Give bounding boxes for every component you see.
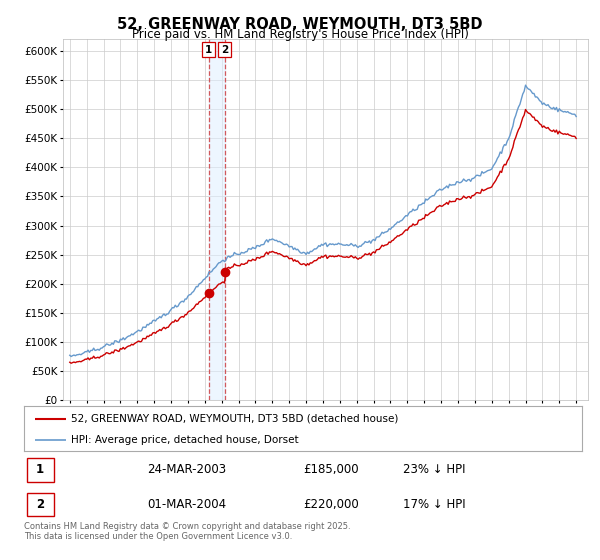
Text: 1: 1 — [36, 464, 44, 477]
Text: 52, GREENWAY ROAD, WEYMOUTH, DT3 5BD (detached house): 52, GREENWAY ROAD, WEYMOUTH, DT3 5BD (de… — [71, 413, 399, 423]
Text: 52, GREENWAY ROAD, WEYMOUTH, DT3 5BD: 52, GREENWAY ROAD, WEYMOUTH, DT3 5BD — [117, 17, 483, 32]
FancyBboxPatch shape — [27, 493, 53, 516]
Text: 23% ↓ HPI: 23% ↓ HPI — [403, 464, 466, 477]
Text: 01-MAR-2004: 01-MAR-2004 — [147, 498, 226, 511]
Text: £220,000: £220,000 — [303, 498, 359, 511]
Bar — [209, 39, 224, 400]
FancyBboxPatch shape — [27, 458, 53, 482]
Text: Contains HM Land Registry data © Crown copyright and database right 2025.
This d: Contains HM Land Registry data © Crown c… — [24, 522, 350, 542]
Text: HPI: Average price, detached house, Dorset: HPI: Average price, detached house, Dors… — [71, 435, 299, 445]
Text: 2: 2 — [36, 498, 44, 511]
Text: 2: 2 — [221, 45, 228, 55]
Text: Price paid vs. HM Land Registry's House Price Index (HPI): Price paid vs. HM Land Registry's House … — [131, 28, 469, 41]
Text: 24-MAR-2003: 24-MAR-2003 — [147, 464, 226, 477]
Text: 17% ↓ HPI: 17% ↓ HPI — [403, 498, 466, 511]
Text: 1: 1 — [205, 45, 212, 55]
Text: £185,000: £185,000 — [303, 464, 359, 477]
